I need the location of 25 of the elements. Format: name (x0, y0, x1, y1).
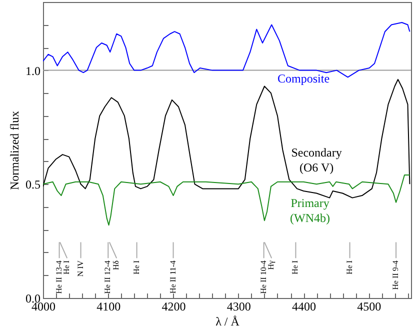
line-series (43, 174, 410, 226)
series-label: Primary (WN4b) (290, 196, 330, 225)
annotation: Hδ (112, 260, 121, 270)
x-tick-label: 4300 (226, 300, 251, 314)
x-tick-label: 4400 (292, 300, 316, 314)
annotation: He I (62, 260, 72, 274)
annotation: He II 13-4 (54, 260, 64, 294)
y-axis-title: Normalized flux (8, 111, 22, 190)
x-tick-label: 4100 (96, 300, 121, 314)
annotation: He I (290, 260, 300, 274)
annotation: He II 10-4 (258, 260, 268, 294)
annotation: He II 12-4 (103, 260, 112, 294)
annotation: He I (132, 260, 141, 274)
annotation: He II 9-4 (391, 260, 400, 290)
y-tick-label: 0.5 (26, 178, 40, 192)
series-label: Secondary (O6 V) (291, 146, 342, 175)
x-axis-title: λ / Å (216, 314, 240, 328)
annotation: He II 11-4 (168, 260, 178, 294)
x-tick-label: 4200 (162, 300, 186, 314)
y-tick-label: 1.0 (26, 64, 40, 78)
annotation: Hγ (266, 260, 276, 270)
x-tick-label: 4500 (357, 300, 382, 314)
annotation: N IV (76, 260, 85, 277)
annotation: He I (344, 260, 354, 274)
series-label: Composite (278, 72, 330, 86)
